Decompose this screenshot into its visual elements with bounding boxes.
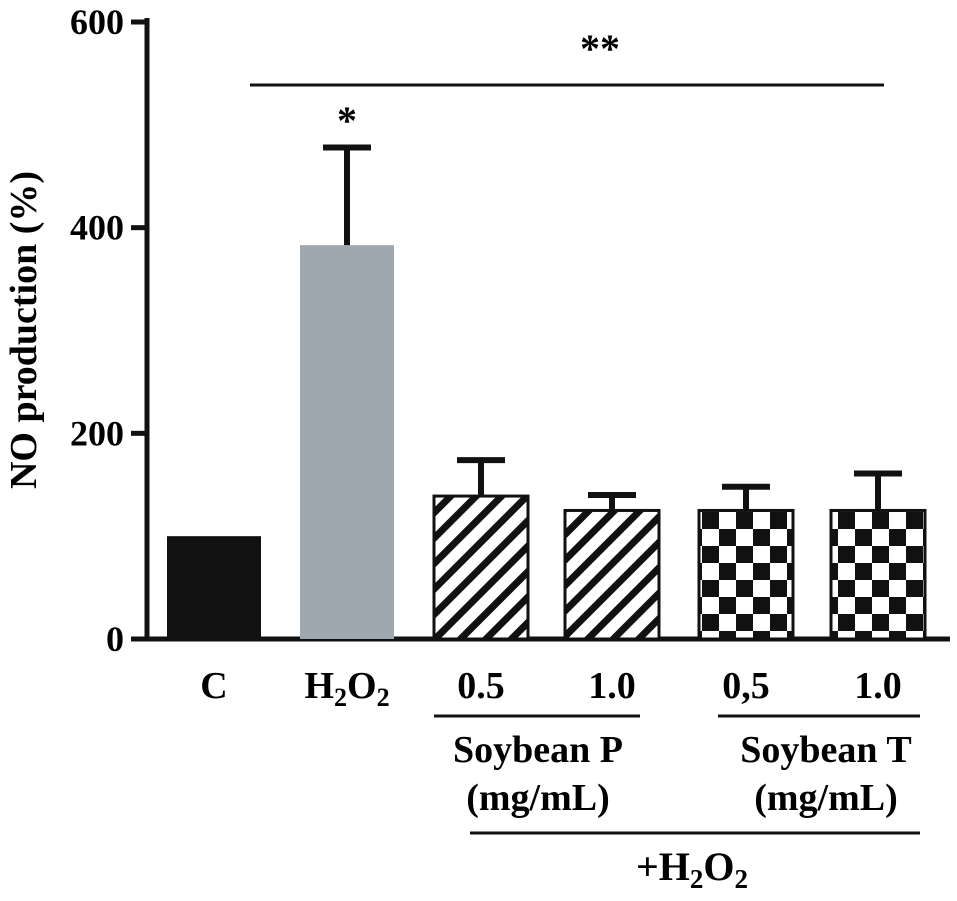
y-tick-label-400: 400 xyxy=(70,208,124,248)
bar-3 xyxy=(563,508,661,641)
h2o2-star-annotation: * xyxy=(337,98,357,143)
group-label-soybean-t: Soybean T xyxy=(740,729,911,771)
x-tick-label-p-0.5: 0.5 xyxy=(457,665,505,707)
bar-4 xyxy=(697,508,795,641)
treatment-label: +H2O2 xyxy=(636,844,748,894)
y-tick-label-600: 600 xyxy=(70,2,124,42)
group-unit-soybean-t: (mg/mL) xyxy=(754,777,898,819)
double-star-annotation: ** xyxy=(580,26,620,71)
group-unit-soybean-p: (mg/mL) xyxy=(466,777,610,819)
x-tick-label-t-1.0: 1.0 xyxy=(854,665,902,707)
x-tick-label-t-0.5: 0,5 xyxy=(722,665,770,707)
bar-0 xyxy=(167,536,261,639)
group-label-soybean-p: Soybean P xyxy=(453,729,623,771)
bar-1 xyxy=(300,245,394,640)
bar-2 xyxy=(432,494,530,641)
bar-5 xyxy=(829,508,927,641)
y-tick-label-200: 200 xyxy=(70,413,124,453)
y-axis-label: NO production (%) xyxy=(3,171,45,489)
y-tick-label-0: 0 xyxy=(106,619,124,659)
x-tick-label-h2o2: H2O2 xyxy=(304,665,389,712)
x-tick-label-p-1.0: 1.0 xyxy=(588,665,636,707)
x-tick-label-c: C xyxy=(200,665,227,707)
